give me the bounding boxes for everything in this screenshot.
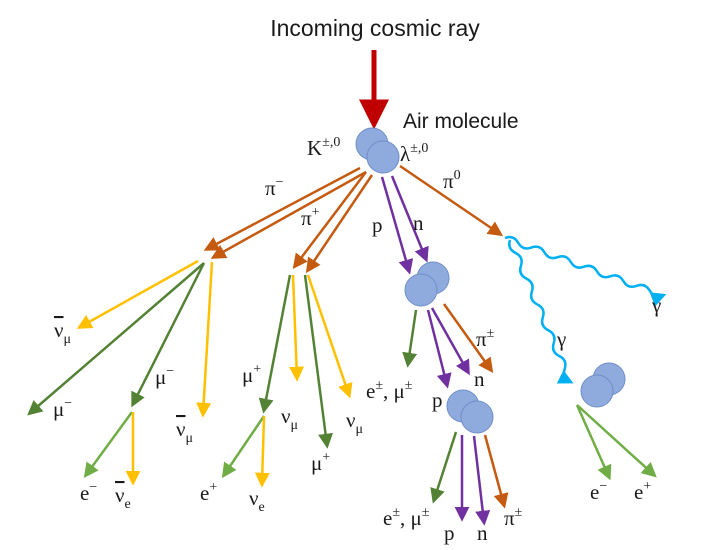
gamma-1-label: γ xyxy=(651,293,661,317)
antinu-e-label: νe xyxy=(115,483,131,512)
antinu-mu-1-track xyxy=(76,259,199,329)
mu-plus-2-label: μ+ xyxy=(311,450,330,475)
lepton-mix-2-label: e±, μ± xyxy=(383,505,430,530)
lepton-mix-1-label: e±, μ± xyxy=(366,378,413,403)
pi-plus-label: π+ xyxy=(301,205,320,230)
positron-2-track xyxy=(576,404,657,478)
pi-minus-track-b xyxy=(210,170,367,259)
gamma-2-track xyxy=(508,239,574,384)
electron-1-track xyxy=(83,411,134,479)
neutron-label: n xyxy=(413,211,424,235)
positron-1-track xyxy=(221,415,266,479)
pi-plus-track-b xyxy=(305,174,374,274)
lepton-mix-2-track xyxy=(430,431,458,504)
nu-mu-1-track xyxy=(289,274,305,382)
pi-minus-track-a xyxy=(203,166,361,251)
electron-2-label: e− xyxy=(590,479,607,504)
pion-charged-2-track xyxy=(483,434,509,509)
mu-minus-1-track xyxy=(27,262,205,416)
lambda-label: λ±,0 xyxy=(400,141,428,166)
nu-e-track xyxy=(254,415,270,488)
air-molecule-label: Air molecule xyxy=(403,110,519,133)
mu-minus-1-label: μ− xyxy=(53,396,72,421)
air-molecule-secondary xyxy=(404,261,450,307)
mu-minus-2-label: μ− xyxy=(155,364,174,389)
pi-zero-label: π0 xyxy=(443,168,461,193)
pion-charged-1-track xyxy=(442,303,494,374)
neutron-2-track xyxy=(430,307,470,376)
proton-track xyxy=(380,176,414,275)
antinu-mu-1-label: νμ xyxy=(54,318,71,347)
neutron-3-label: n xyxy=(477,521,488,545)
proton-2-label: p xyxy=(432,388,443,412)
mu-plus-2-track xyxy=(303,274,333,449)
positron-2-label: e+ xyxy=(634,479,651,504)
lepton-mix-1-track xyxy=(402,309,418,368)
nu-e-label: νe xyxy=(249,486,265,515)
air-molecule-tertiary xyxy=(446,389,494,434)
proton-label: p xyxy=(372,213,383,237)
mu-plus-1-track xyxy=(258,274,292,414)
nu-mu-2-label: νμ xyxy=(346,408,363,437)
pi-zero-track xyxy=(399,164,504,237)
electron-1-label: e− xyxy=(80,480,97,505)
pi-plus-track-a xyxy=(292,171,367,269)
neutron-3-track xyxy=(472,435,491,526)
antinu-mu-2-track xyxy=(196,261,214,418)
air-molecule-primary xyxy=(355,127,400,174)
antinu-mu-2-label: νμ xyxy=(176,417,193,446)
diagram-title: Incoming cosmic ray xyxy=(270,15,480,41)
mu-minus-2-track xyxy=(131,262,206,408)
gamma-1-track xyxy=(504,235,667,307)
proton-3-label: p xyxy=(444,521,455,545)
positron-1-label: e+ xyxy=(200,480,217,505)
gamma-2-label: γ xyxy=(556,327,566,351)
nu-mu-2-track xyxy=(306,274,353,399)
pion-charged-1-label: π± xyxy=(476,326,495,351)
neutron-2-label: n xyxy=(474,367,485,391)
pion-charged-2-label: π± xyxy=(504,505,523,530)
electron-2-track xyxy=(575,404,612,481)
nu-mu-1-label: νμ xyxy=(281,404,298,433)
neutron-track xyxy=(390,175,429,263)
air-molecule-quaternary xyxy=(580,362,626,408)
pi-minus-label: π− xyxy=(265,175,284,200)
proton-2-track xyxy=(426,309,452,389)
kaon-label: K±,0 xyxy=(307,135,340,160)
mu-plus-1-label: μ+ xyxy=(242,362,261,387)
